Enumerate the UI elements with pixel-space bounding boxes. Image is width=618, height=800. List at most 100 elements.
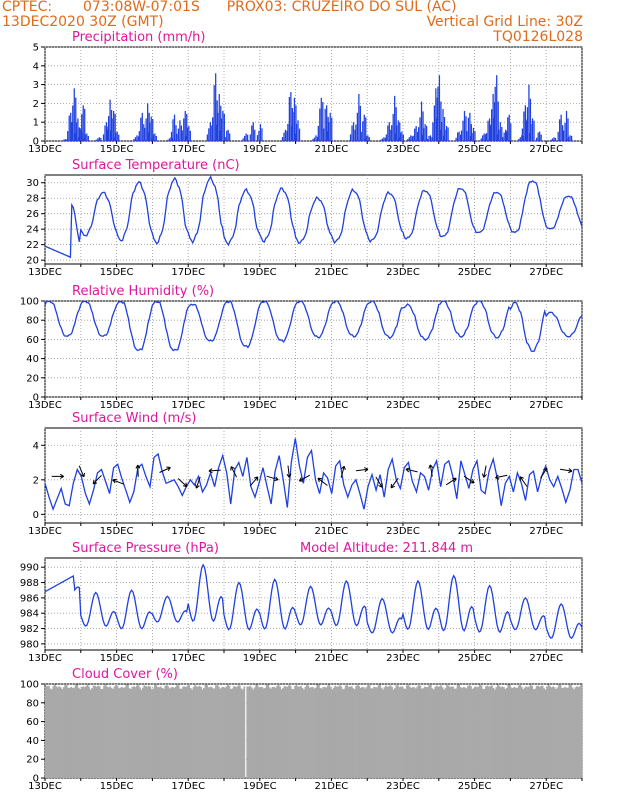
cloud-bar [568,685,571,778]
cloud-bar [501,686,504,778]
y-tick-label: 100 [20,297,39,308]
cloud-bar [125,684,128,778]
cloud-bar [49,688,52,778]
wind-arrow [112,478,125,485]
cloud-bar [141,687,144,778]
y-tick-label: 40 [26,736,39,747]
precip-bar [385,134,387,141]
x-tick-label: 19DEC [243,267,277,278]
cloud-bar [212,688,214,778]
precip-bar [383,137,385,141]
precip-bar [368,137,370,141]
cloud-bar [294,686,296,778]
y-tick-label: 30 [26,178,39,189]
wind-arrow [481,465,487,478]
model-code: TQ0126L028 [493,29,583,45]
cloud-bar [368,685,371,778]
precip-bar [365,135,367,141]
cloud-bar [234,686,237,778]
precip-bar [570,135,573,141]
precip-bar [206,134,208,141]
cloud-bar [213,688,216,778]
x-tick-label: 19DEC [243,653,277,664]
cloud-bar [385,685,387,778]
precip-bar [111,118,113,141]
cloud-bar [222,686,225,778]
precip-bar [218,94,220,141]
cloud-bar [240,688,243,778]
cloud-bar [365,687,368,778]
precip-bar [252,122,254,141]
cloud-bar [301,687,304,778]
cloud-bar [268,687,271,778]
cloud-bar [325,687,328,778]
precip-bar [292,111,294,141]
precip-bar [415,125,417,141]
cloud-bar [219,688,222,778]
precip-bar [188,125,190,141]
precip-bar [471,133,473,141]
cloud-bar [391,686,393,778]
cloud-bar [555,688,557,778]
cloud-bar [221,687,223,778]
wind-arrow [266,475,279,482]
precip-bar [565,110,568,141]
precip-bar [317,125,319,141]
precip-bar [352,122,355,141]
precip-bar [510,123,512,141]
cloud-bar [547,684,550,778]
precip-bar [493,117,495,141]
cloud-bar [138,687,141,778]
cloud-bar [77,687,80,778]
precip-bar [356,112,359,141]
precip-bar [293,97,296,141]
precip-bar [483,133,485,141]
precip-bar [151,138,153,141]
cloud-bar [559,685,562,778]
cloud-bar [576,686,578,778]
cloud-bar [450,686,453,778]
precip-bar [215,73,217,141]
precip-bar [521,128,524,141]
precip-bar [286,130,288,141]
cloud-bar [218,686,220,778]
x-tick-label: 23DEC [386,144,420,155]
wind-arrow [540,467,548,479]
cloud-bar [86,684,89,778]
cloud-bar [394,688,396,778]
precip-bar [106,126,108,141]
precip-bar [281,137,284,141]
cloud-bar [523,687,526,778]
wind-arrow [463,475,475,484]
cloud-bar [358,686,361,778]
cloud-bar [579,686,581,778]
precip-bar [462,120,464,141]
precip-bar [424,124,426,141]
precip-bar [365,117,367,141]
cloud-bar [479,684,481,778]
source-label: CPTEC: [2,0,53,15]
precip-bar [482,135,484,141]
humidity-series [44,300,583,352]
precip-bar [114,113,116,141]
cloud-bar [165,684,168,778]
precip-bar [331,117,333,141]
precip-bar [107,116,110,141]
precip-bar [256,135,259,141]
precip-bar [136,135,138,141]
precip-bar [399,122,401,141]
cloud-bar [295,685,298,778]
precip-bar [444,129,446,141]
cloud-bar [168,688,171,778]
cloud-bar [70,686,73,778]
precip-bar [295,105,297,141]
precip-bar [140,117,142,141]
cloud-bar [149,686,152,778]
cloud-bar [341,689,344,778]
precip-bar [480,138,482,141]
y-tick-label: 984 [20,609,39,620]
precip-bar [497,101,499,141]
precip-bar [172,119,174,141]
cloud-bar [520,686,523,778]
precip-bar [320,97,322,141]
